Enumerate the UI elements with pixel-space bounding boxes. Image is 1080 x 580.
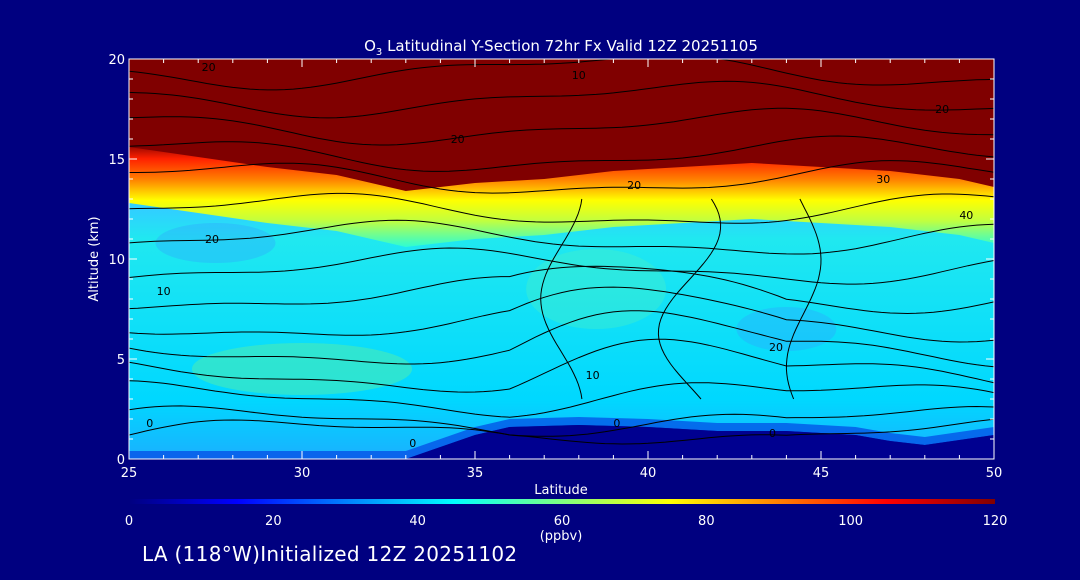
ozone-field-patch: [526, 249, 667, 329]
colorbar-tick-label: 120: [983, 514, 1008, 529]
contour-line: [785, 198, 822, 400]
chart-title: O3 Latitudinal Y-Section 72hr Fx Valid 1…: [364, 37, 758, 58]
colorbar-tick-label: 100: [838, 514, 863, 529]
contour-label: 20: [769, 341, 783, 354]
colorbar-tick-label: 80: [698, 514, 715, 529]
contour-line: [129, 286, 994, 343]
contour-label: 20: [935, 103, 949, 116]
colorbar-tick-label: 0: [125, 514, 133, 529]
y-axis-label: Altitude (km): [87, 216, 102, 301]
contour-label: 20: [205, 233, 219, 246]
x-tick-label: 35: [467, 466, 484, 481]
contour-label: 0: [409, 437, 416, 450]
contour-line: [657, 198, 722, 400]
contour-line: [129, 247, 994, 285]
contour-line: [129, 80, 994, 119]
y-tick-label: 10: [108, 253, 125, 268]
colorbar-unit-label: (ppbv): [540, 529, 583, 544]
ozone-field-patch: [155, 223, 276, 263]
colorbar-ticks: 0 20 40 60 80 100 120: [125, 514, 1008, 529]
chart-title-rest: Latitudinal Y-Section 72hr Fx Valid 12Z …: [382, 37, 758, 55]
contour-line: [129, 192, 994, 224]
contour-line: [129, 107, 994, 146]
contour-line: [129, 265, 994, 315]
contour-line: [129, 59, 994, 91]
x-tick-label: 30: [294, 466, 311, 481]
contour-label: 0: [613, 417, 620, 430]
contour-line: [129, 135, 994, 172]
x-tick-label: 25: [121, 466, 138, 481]
plot-area: [129, 59, 994, 459]
colorbar: [129, 499, 995, 504]
ozone-field-stratosphere: [129, 59, 994, 191]
axes: 25 30 35 40 45 50 0 5 10 15 20: [108, 53, 1002, 481]
contour-label: 10: [572, 69, 586, 82]
terrain-mask: [129, 425, 994, 459]
ozone-field-tropopause-band: [129, 143, 994, 247]
ozone-field-patch: [736, 307, 837, 351]
contour-line: [129, 160, 994, 194]
x-tick-label: 40: [640, 466, 657, 481]
y-tick-label: 0: [117, 453, 125, 468]
colorbar-tick-label: 20: [265, 514, 282, 529]
contour-line: [129, 405, 994, 437]
contour-label: 20: [202, 61, 216, 74]
contour-label: 20: [451, 133, 465, 146]
footer-caption: LA (118°W)Initialized 12Z 20251102: [142, 542, 518, 566]
contour-label: 30: [876, 173, 890, 186]
contour-label: 0: [769, 427, 776, 440]
chart-title-sub: 3: [376, 47, 382, 58]
contour-line: [129, 380, 994, 418]
contour-label: 10: [586, 369, 600, 382]
contour-label: 10: [157, 285, 171, 298]
y-tick-label: 5: [117, 353, 125, 368]
contour-line: [129, 418, 994, 445]
ozone-field-patch: [192, 343, 412, 395]
contour-lines: [129, 59, 994, 445]
colorbar-tick-label: 40: [409, 514, 426, 529]
y-tick-label: 15: [108, 153, 125, 168]
contour-label: 20: [627, 179, 641, 192]
contour-line: [129, 310, 994, 368]
colorbar-tick-label: 60: [554, 514, 571, 529]
x-tick-label: 50: [986, 466, 1003, 481]
x-axis-label: Latitude: [534, 483, 588, 498]
contour-label: 0: [146, 417, 153, 430]
contour-line: [129, 338, 994, 393]
y-tick-label: 20: [108, 53, 125, 68]
contour-label: 40: [959, 209, 973, 222]
contour-line: [540, 198, 583, 400]
chart-title-main: O: [364, 37, 376, 55]
x-tick-label: 45: [813, 466, 830, 481]
contour-labels: 0 0 0 0 10 10 20 20 20 20 10 20 20 30 40: [146, 61, 973, 450]
